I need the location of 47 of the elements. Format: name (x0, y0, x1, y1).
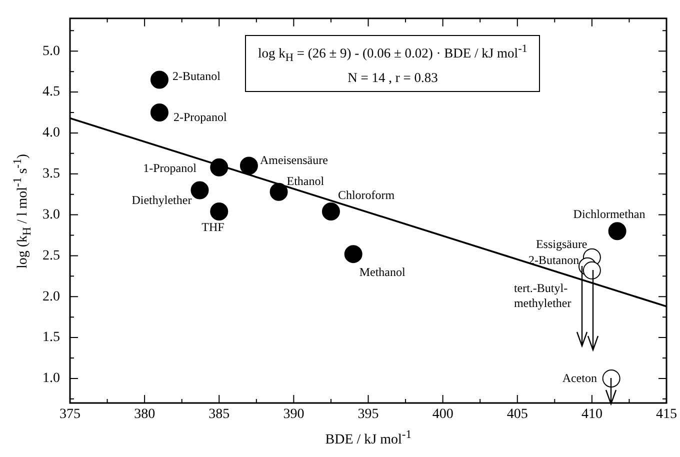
annotation: Aceton (562, 370, 597, 386)
annotation: THF (202, 220, 224, 236)
annotation: tert.-Butyl- methylether (514, 281, 572, 312)
y-tick-label: 3.5 (42, 166, 60, 182)
point (322, 202, 340, 221)
y-tick-label: 5.0 (42, 44, 60, 59)
y-tick-label: 1.0 (42, 371, 60, 386)
annotation: Diethylether (132, 192, 192, 208)
y-tick-label: 4.5 (42, 84, 60, 100)
y-tick-label: 3.0 (42, 207, 60, 222)
annotation: 2-Butanon (528, 252, 580, 268)
x-tick-label: 385 (208, 407, 230, 422)
annotation: Ameisensäure (260, 153, 328, 168)
annotation: 2-Butanol (172, 69, 220, 84)
annotation: 2-Propanol (173, 110, 227, 125)
x-tick-label: 390 (283, 407, 304, 422)
annotation: log k$_{H}$ = (26 ± 9) - (0.06 ± 0.02) · BDE / kJ mol$^{-1}$ (258, 43, 528, 64)
point (270, 182, 288, 201)
annotation: N = 14 , r = 0.83 (348, 70, 438, 86)
point (190, 181, 209, 200)
x-tick-label: 380 (134, 407, 156, 422)
annotation: Dichlormethan (573, 206, 646, 222)
y-tick-label: 2.0 (42, 289, 60, 304)
y-tick-label: 1.5 (42, 330, 60, 346)
point (210, 202, 228, 221)
point (602, 369, 620, 388)
x-tick-label: 410 (581, 407, 602, 422)
annotation: Methanol (359, 264, 406, 280)
y-tick-label: 4.0 (42, 126, 60, 141)
point (150, 104, 168, 122)
point (608, 222, 626, 240)
point (344, 245, 362, 264)
annotation: Ethanol (286, 174, 324, 190)
point (582, 261, 601, 280)
point (210, 158, 228, 176)
x-tick-label: 400 (432, 407, 454, 422)
point (150, 70, 168, 89)
annotation: Chloroform (338, 188, 395, 204)
x-tick-label: 415 (656, 407, 677, 422)
point (240, 156, 258, 175)
x-tick-label: 395 (358, 407, 379, 422)
x-tick-label: 405 (506, 407, 528, 422)
annotation: Essigsäure (536, 236, 588, 252)
x-axis-title: BDE / kJ mol$^{-1}$ (325, 428, 412, 449)
annotation: 1-Propanol (143, 160, 196, 176)
y-tick-label: 2.5 (42, 248, 60, 264)
x-tick-label: 375 (60, 407, 80, 422)
